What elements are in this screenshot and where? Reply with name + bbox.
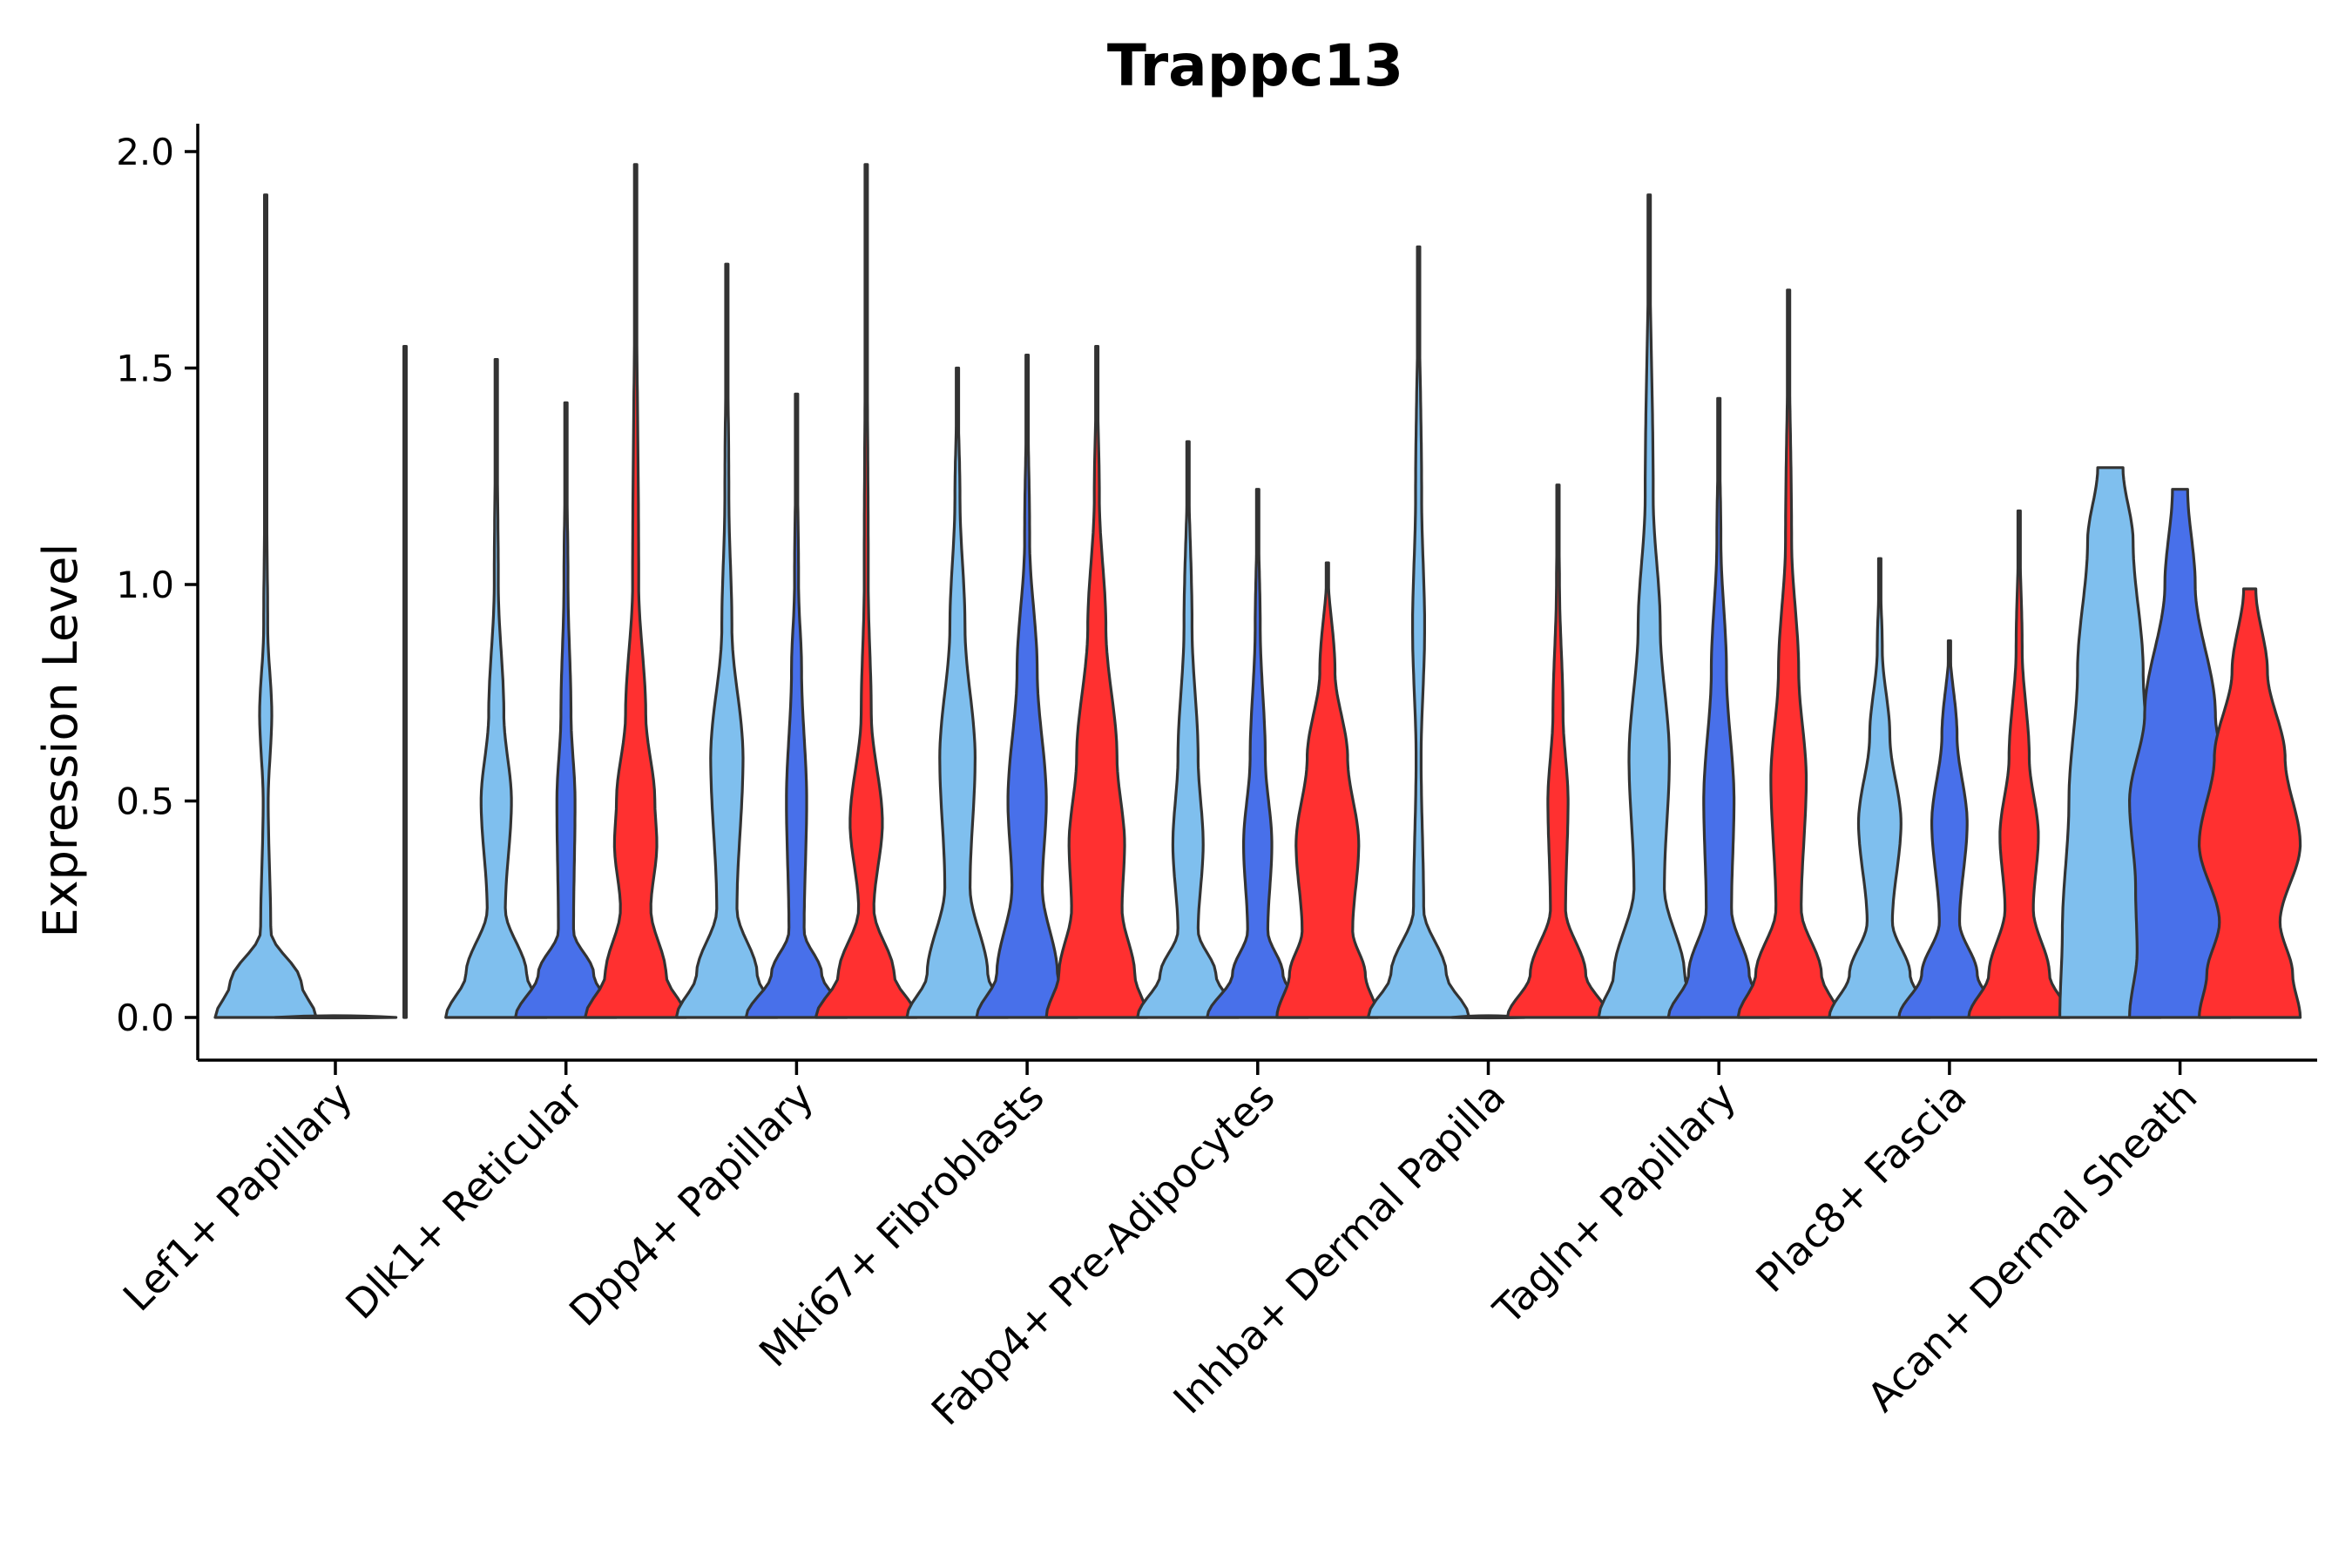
violin-shape <box>1366 245 1471 1019</box>
x-tick-label: Dlk1+ Reticular <box>336 1073 591 1328</box>
y-tick-label: 0.0 <box>116 997 174 1039</box>
violin-shape <box>213 193 318 1019</box>
violin-shape <box>1505 483 1611 1019</box>
violin-shape <box>1044 345 1149 1019</box>
x-tick-label: Tagln+ Papillary <box>1484 1073 1745 1335</box>
violin-shape <box>402 345 408 1019</box>
violin-shape <box>1666 396 1771 1019</box>
violin-shape <box>1136 440 1240 1019</box>
y-axis-ticks: 0.0 0.5 1.0 1.5 2.0 <box>116 131 198 1039</box>
violin-shape <box>814 163 918 1019</box>
y-tick-label: 1.0 <box>116 564 174 606</box>
chart-title: Trappc13 <box>1107 32 1403 99</box>
violin-shape <box>1967 509 2072 1019</box>
y-tick-label: 2.0 <box>116 131 174 173</box>
violin-shape <box>674 262 779 1019</box>
violin-shape <box>1206 488 1310 1019</box>
violin-shape <box>444 358 549 1019</box>
violin-shape <box>744 392 848 1019</box>
y-tick-label: 1.5 <box>116 348 174 390</box>
violin-shape <box>2198 587 2302 1019</box>
y-axis-label: Expression Level <box>33 544 88 938</box>
violin-shape <box>273 1014 398 1020</box>
violin-shape <box>1275 561 1380 1019</box>
violin-shape <box>514 401 618 1019</box>
violin-shape <box>1897 639 2002 1019</box>
violin-shape <box>584 163 688 1019</box>
x-tick-label: Dpp4+ Papillary <box>560 1073 822 1335</box>
y-tick-label: 0.5 <box>116 781 174 823</box>
violin-shape <box>975 354 1079 1019</box>
violin-shape <box>905 366 1010 1019</box>
violin-shape <box>1828 557 1932 1019</box>
x-tick-label: Plac8+ Fascia <box>1747 1073 1975 1301</box>
violin-shape <box>1597 193 1701 1019</box>
x-tick-label: Lef1+ Papillary <box>114 1073 362 1321</box>
violin-shape <box>1736 288 1841 1019</box>
violin-layer <box>213 163 2302 1020</box>
